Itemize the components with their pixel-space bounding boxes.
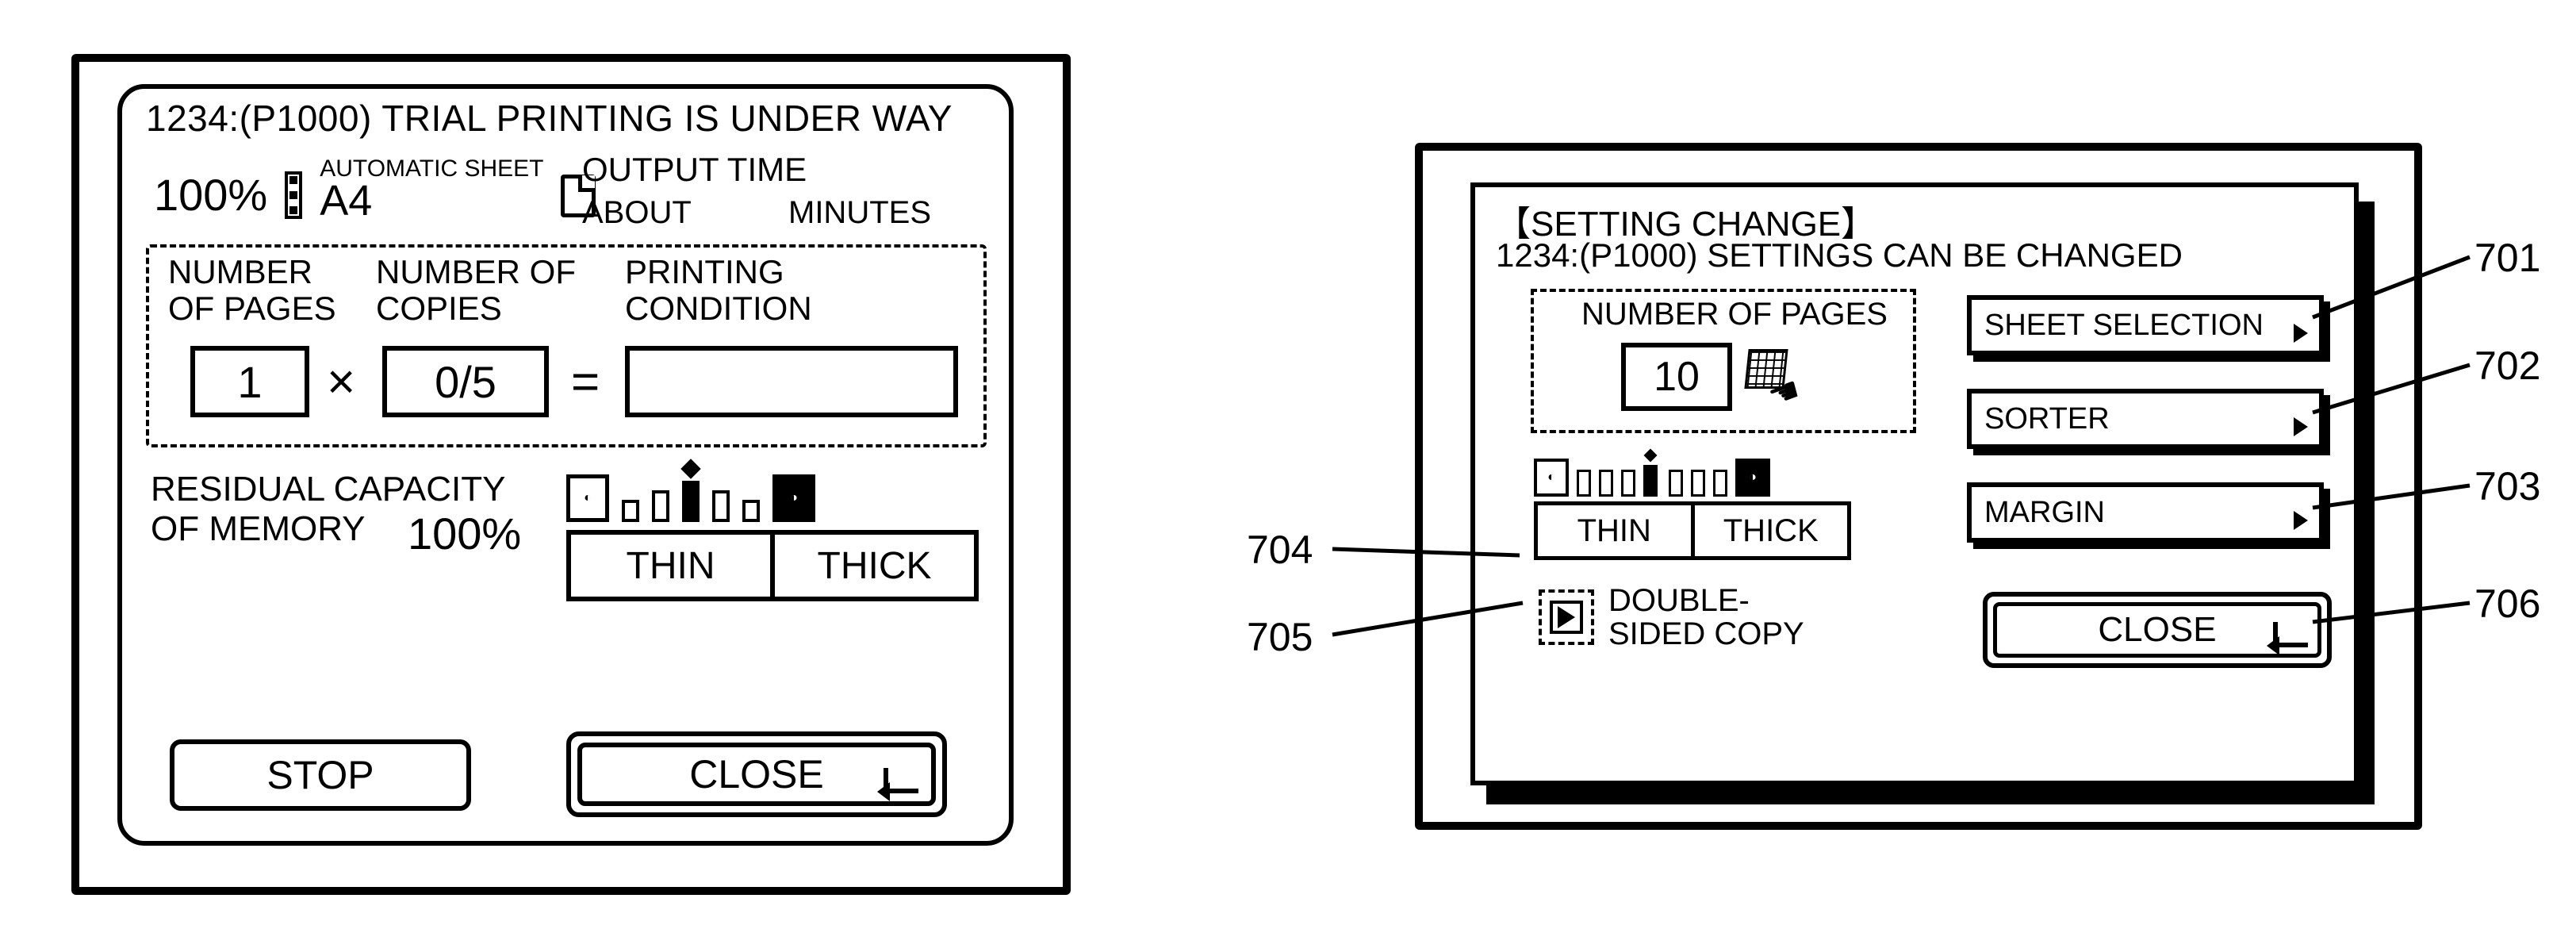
auto-sheet-block: AUTOMATIC SHEET A4 [320,157,543,221]
pages-value-right[interactable]: 10 [1621,343,1732,411]
sheet-selection-label: SHEET SELECTION [1984,309,2264,343]
tenkey-icon: ☚ [1746,349,1802,409]
copies-value: 0/5 [382,346,549,417]
zoom-value: 100% [154,169,267,221]
memory-percent: 100% [408,508,521,559]
sorter-label: SORTER [1984,402,2110,436]
stop-button[interactable]: STOP [170,739,471,811]
margin-button[interactable]: MARGIN [1967,482,2324,543]
multiply-sign: × [327,354,355,410]
chevron-right-icon [2294,324,2308,343]
density-control-left: ◐ ◑ THIN THICK [566,462,979,601]
return-arrow-icon [2273,622,2308,647]
right-outer-frame: 【SETTING CHANGE】 1234:(P1000) SETTINGS C… [1415,143,2422,830]
callout-704: 704 [1247,527,1313,573]
hand-icon: ☚ [1762,369,1806,417]
sheet-selection-button[interactable]: SHEET SELECTION [1967,295,2324,355]
callout-703: 703 [2474,463,2540,509]
density-dark-icon-right: ◑ [1735,459,1770,497]
copies-label: NUMBER OF COPIES [376,254,576,327]
chevron-right-icon [2294,511,2308,530]
equals-sign: = [571,354,600,410]
counts-group: NUMBER OF PAGES NUMBER OF COPIES PRINTIN… [146,244,987,447]
condition-value [625,346,958,417]
left-outer-frame: 1234:(P1000) TRIAL PRINTING IS UNDER WAY… [71,54,1071,895]
paper-size: A4 [320,181,543,221]
status-line: 1234:(P1000) TRIAL PRINTING IS UNDER WAY [146,97,953,140]
right-panel: 【SETTING CHANGE】 1234:(P1000) SETTINGS C… [1470,182,2359,785]
output-time-label: OUTPUT TIME [582,151,807,189]
diagram-root: 1234:(P1000) TRIAL PRINTING IS UNDER WAY… [0,0,2576,952]
thick-button-right[interactable]: THICK [1695,505,1848,556]
density-light-icon-right: ◐ [1534,459,1569,497]
sorter-button[interactable]: SORTER [1967,389,2324,449]
callout-702: 702 [2474,343,2540,389]
close-label-left: CLOSE [689,751,824,797]
thin-button[interactable]: THIN [571,535,775,597]
double-sided-group: DOUBLE- SIDED COPY [1539,584,1804,651]
close-button-left[interactable]: CLOSE [577,743,936,806]
density-light-icon: ◐ [566,474,609,522]
callout-705: 705 [1247,614,1313,660]
callout-701: 701 [2474,235,2540,281]
close-button-right[interactable]: CLOSE [1993,602,2321,658]
density-bar-right: ◐ ◑ [1534,449,1907,497]
pages-label-right: NUMBER OF PAGES [1581,297,1888,332]
density-dark-icon: ◑ [772,474,815,522]
double-sided-button[interactable] [1539,589,1594,645]
close-button-outer-right: CLOSE [1983,592,2332,668]
tray-icon [285,171,302,219]
double-sided-label: DOUBLE- SIDED COPY [1608,584,1804,651]
pages-label: NUMBER OF PAGES [168,254,336,327]
density-buttons-right: THIN THICK [1534,501,1851,560]
density-buttons-left: THIN THICK [566,530,979,601]
return-arrow-icon [884,768,918,793]
condition-label: PRINTING CONDITION [625,254,812,327]
left-panel: 1234:(P1000) TRIAL PRINTING IS UNDER WAY… [117,84,1014,846]
close-label-right: CLOSE [2098,610,2216,650]
thick-button[interactable]: THICK [775,535,974,597]
chevron-right-icon [2294,417,2308,436]
margin-label: MARGIN [1984,496,2105,530]
density-control-right: ◐ ◑ THIN THICK [1534,449,1907,560]
minutes-label: MINUTES [788,195,931,231]
pages-value: 1 [190,346,309,417]
setting-change-subtitle: 1234:(P1000) SETTINGS CAN BE CHANGED [1496,236,2183,274]
thin-button-right[interactable]: THIN [1538,505,1695,556]
pages-group: NUMBER OF PAGES 10 ☚ [1531,289,1916,433]
callout-706: 706 [2474,581,2540,627]
close-button-outer-left: CLOSE [566,731,947,817]
density-bar: ◐ ◑ [566,462,979,522]
about-label: ABOUT [582,195,692,231]
